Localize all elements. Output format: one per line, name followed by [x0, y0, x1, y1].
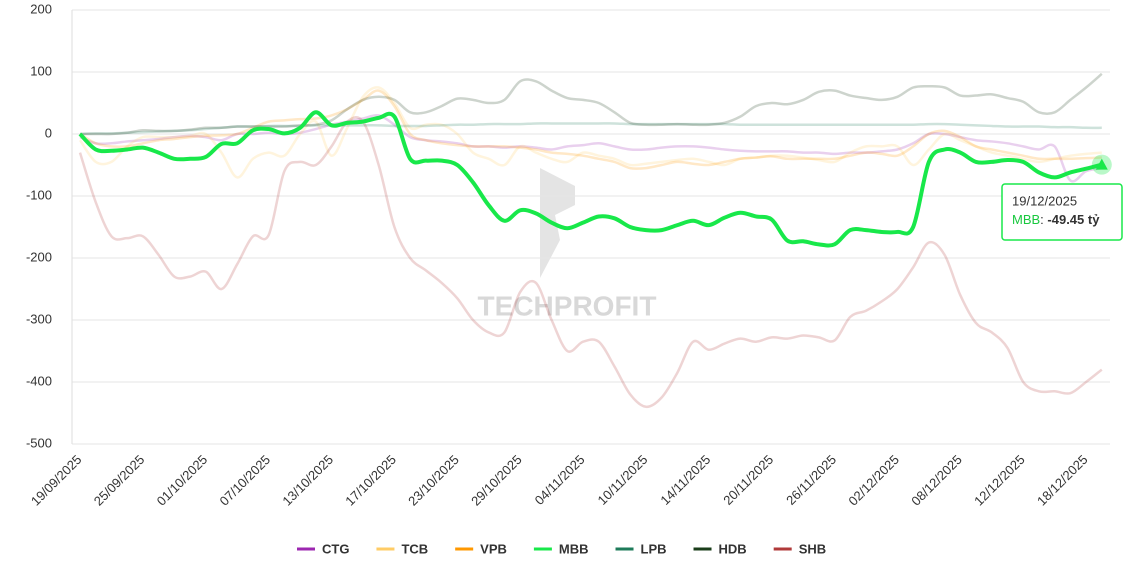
series-line — [79, 89, 1102, 170]
tooltip: 19/12/2025 MBB: -49.45 tỷ — [1001, 183, 1123, 241]
y-tick-label: -200 — [26, 249, 52, 264]
legend-label[interactable]: VPB — [480, 541, 507, 556]
x-tick-label: 02/12/2025 — [845, 452, 902, 509]
y-tick-label: -300 — [26, 311, 52, 326]
series-line — [79, 113, 1103, 183]
y-tick-label: 0 — [45, 125, 52, 140]
x-tick-label: 20/11/2025 — [720, 452, 776, 508]
x-tick-label: 13/10/2025 — [279, 452, 336, 509]
x-tick-label: 08/12/2025 — [908, 452, 965, 509]
legend-label[interactable]: TCB — [401, 541, 428, 556]
legend: CTG TCB VPB MBB LPB HDB SHB — [297, 541, 826, 556]
y-tick-label: 200 — [30, 1, 52, 16]
y-tick-label: -100 — [26, 187, 52, 202]
y-tick-label: -400 — [26, 373, 52, 388]
x-tick-label: 17/10/2025 — [342, 452, 399, 509]
series-line — [78, 86, 1102, 179]
x-tick-label: 01/10/2025 — [154, 452, 211, 509]
y-tick-label: 100 — [30, 63, 52, 78]
series-line — [78, 116, 1103, 409]
series-line — [80, 72, 1103, 136]
legend-label[interactable]: LPB — [641, 541, 667, 556]
tooltip-date: 19/12/2025 — [1012, 193, 1077, 208]
series-line — [79, 122, 1102, 136]
x-tick-label: 12/12/2025 — [971, 452, 1028, 509]
y-tick-label: -500 — [26, 435, 52, 450]
x-tick-label: 07/10/2025 — [217, 452, 274, 509]
x-tick-label: 10/11/2025 — [595, 452, 651, 508]
x-tick-label: 04/11/2025 — [532, 452, 588, 508]
x-tick-label: 25/09/2025 — [91, 452, 148, 509]
watermark-logo — [540, 168, 575, 278]
x-tick-label: 18/12/2025 — [1034, 452, 1091, 509]
x-tick-label: 26/11/2025 — [783, 452, 839, 508]
tooltip-series: MBB — [1012, 212, 1040, 227]
x-tick-label: 14/11/2025 — [657, 452, 713, 508]
x-tick-label: 19/09/2025 — [28, 452, 85, 509]
tooltip-unit: tỷ — [1088, 212, 1100, 227]
x-tick-label: 29/10/2025 — [468, 452, 525, 509]
logo-shape — [540, 168, 575, 278]
series-line — [78, 110, 1103, 248]
legend-label[interactable]: MBB — [559, 541, 589, 556]
watermark: TECHPROFIT — [478, 290, 657, 321]
tooltip-line: MBB: -49.45 tỷ — [1012, 212, 1100, 227]
legend-label[interactable]: HDB — [719, 541, 747, 556]
legend-label[interactable]: CTG — [322, 541, 349, 556]
legend-label[interactable]: SHB — [799, 541, 826, 556]
x-tick-label: 23/10/2025 — [405, 452, 462, 509]
tooltip-box — [1001, 183, 1123, 241]
tooltip-value: -49.45 — [1047, 212, 1084, 227]
tooltip-colon: : — [1040, 212, 1047, 227]
